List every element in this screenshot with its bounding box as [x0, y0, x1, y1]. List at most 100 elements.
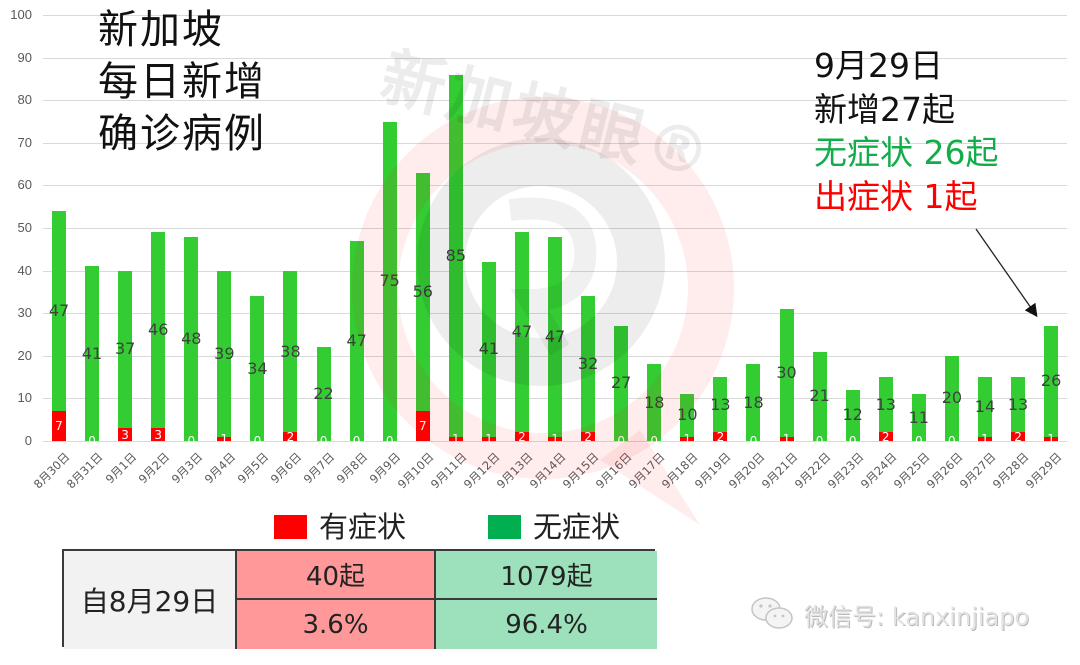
y-tick-label: 20 [17, 347, 32, 363]
x-tick-label: 8月30日 [30, 449, 73, 492]
bar-symptomatic [448, 436, 463, 441]
bar-symptomatic [548, 436, 563, 441]
wechat-id-text: 微信号: kanxinjiapo [804, 602, 1030, 631]
bar-asymptomatic [382, 121, 397, 441]
bar-asymptomatic [448, 74, 463, 437]
bar-asymptomatic [1044, 325, 1059, 437]
y-tick-label: 40 [17, 262, 32, 278]
data-label-symptomatic: 3 [154, 427, 163, 442]
legend-label: 无症状 [533, 510, 621, 544]
bar-asymptomatic [316, 347, 331, 441]
data-label-asymptomatic: 12 [842, 405, 863, 425]
bar-asymptomatic [349, 240, 364, 441]
annotation-symptomatic: 出症状 1起 [814, 176, 978, 216]
x-tick-label: 9月13日 [493, 449, 536, 492]
x-tick-label: 9月5日 [234, 449, 272, 487]
data-label-asymptomatic: 41 [81, 343, 103, 363]
bar-asymptomatic [514, 232, 529, 433]
gridline [43, 185, 1067, 187]
data-label-symptomatic: 3 [121, 427, 129, 442]
y-tick-label: 90 [17, 49, 32, 65]
bar-asymptomatic [481, 262, 496, 437]
data-label-asymptomatic: 48 [181, 328, 202, 348]
x-tick-label: 9月4日 [201, 449, 238, 487]
x-tick-label: 9月26日 [923, 449, 966, 492]
wechat-icon [751, 597, 793, 629]
data-label-asymptomatic: 46 [148, 320, 169, 340]
data-label-symptomatic: 2 [518, 429, 526, 444]
wechat-watermark: 微信号: kanxinjiapo [750, 594, 1029, 634]
bar-asymptomatic [977, 377, 992, 437]
data-label-symptomatic: 0 [319, 434, 328, 448]
data-label-asymptomatic: 85 [445, 245, 466, 265]
x-tick-label: 9月11日 [427, 449, 470, 492]
data-label-symptomatic: 2 [716, 429, 725, 444]
gridline [43, 100, 1067, 102]
x-tick-label: 9月6日 [267, 449, 305, 487]
data-label-symptomatic: 0 [253, 434, 262, 448]
data-label-symptomatic: 1 [981, 431, 989, 446]
bar-asymptomatic [250, 296, 265, 441]
bar-asymptomatic [581, 296, 596, 433]
bar-symptomatic [779, 436, 794, 441]
data-label-asymptomatic: 30 [776, 362, 797, 382]
latest-day-annotation: 9月29日 新增27起 无症状 26起 出症状 1起 [814, 44, 998, 218]
x-tick-label: 9月14日 [526, 449, 569, 492]
bar-symptomatic [878, 432, 893, 441]
symptomatic-count-cell: 40起 [237, 551, 436, 600]
x-tick-label: 9月2日 [135, 449, 172, 487]
data-label-asymptomatic: 22 [313, 384, 334, 404]
x-tick-label: 9月25日 [890, 449, 933, 492]
data-label-asymptomatic: 41 [478, 339, 500, 359]
bar-asymptomatic [548, 236, 563, 437]
gridline [43, 57, 1067, 59]
legend-swatch-green-icon [488, 515, 521, 539]
bar-asymptomatic [944, 355, 959, 441]
bar-symptomatic [713, 432, 728, 441]
data-label-symptomatic: 0 [815, 434, 824, 448]
data-label-asymptomatic: 10 [677, 405, 698, 425]
bar-asymptomatic [746, 364, 761, 441]
data-label-symptomatic: 0 [914, 434, 923, 448]
data-label-symptomatic: 2 [286, 429, 295, 444]
bar-symptomatic [1044, 436, 1059, 441]
data-label-asymptomatic: 26 [1040, 371, 1062, 391]
x-tick-label: 9月12日 [460, 449, 503, 492]
data-label-symptomatic: 0 [352, 434, 361, 448]
gridline [43, 142, 1067, 144]
bar-asymptomatic [614, 325, 629, 441]
bar-symptomatic [217, 436, 232, 441]
bar-asymptomatic [647, 364, 662, 441]
daily-cases-bar-chart: 0 10 20 30 40 50 60 70 80 90 100 47 7 8月30日 41 0 8月31日 37… [10, 7, 1067, 492]
legend-label: 有症状 [319, 510, 407, 544]
data-label-asymptomatic: 13 [1007, 394, 1029, 414]
x-tick-label: 9月10日 [394, 449, 437, 492]
asymptomatic-pct-cell: 96.4% [436, 600, 657, 649]
bar-symptomatic [481, 436, 496, 441]
data-label-symptomatic: 0 [848, 434, 857, 448]
bar-asymptomatic [713, 377, 728, 433]
bar-symptomatic [118, 428, 133, 441]
data-label-symptomatic: 2 [584, 429, 592, 444]
x-tick-label: 9月3日 [168, 449, 205, 487]
legend-item-symptomatic: 有症状 [274, 512, 406, 542]
y-tick-label: 0 [24, 433, 32, 448]
data-label-asymptomatic: 56 [412, 281, 433, 301]
bar-asymptomatic [911, 394, 926, 441]
data-label-symptomatic: 1 [782, 431, 791, 446]
bar-symptomatic [514, 432, 529, 441]
legend-swatch-red-icon [274, 515, 307, 539]
bar-asymptomatic [283, 270, 298, 433]
annotation-total: 新增27起 [814, 89, 955, 129]
title-line: 每日新增 [98, 59, 266, 105]
data-label-asymptomatic: 18 [644, 392, 665, 412]
bar-symptomatic [680, 436, 695, 441]
gridline [43, 15, 1067, 16]
x-tick-label: 9月15日 [560, 449, 602, 492]
data-label-asymptomatic: 47 [544, 326, 566, 346]
data-label-symptomatic: 1 [1047, 431, 1055, 446]
data-label-symptomatic: 1 [220, 431, 229, 446]
data-label-asymptomatic: 27 [611, 373, 632, 393]
bar-symptomatic [52, 411, 66, 441]
data-label-asymptomatic: 75 [379, 271, 400, 291]
